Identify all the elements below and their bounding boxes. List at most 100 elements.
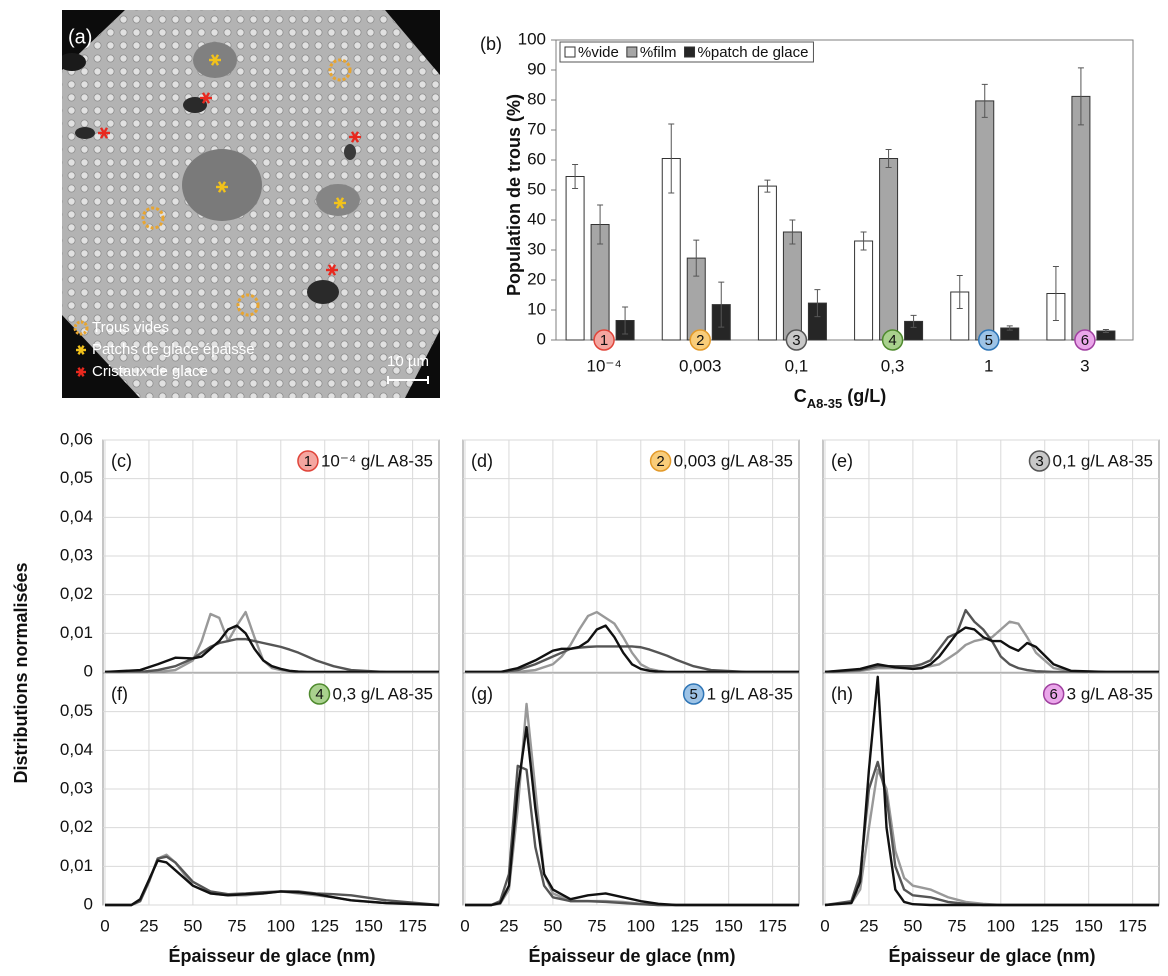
y-tick-label: 60	[527, 149, 546, 168]
x-axis-label: Épaisseur de glace (nm)	[168, 945, 375, 966]
panel-title: 0,1 g/L A8-35	[1052, 451, 1153, 470]
y-tick-label: 100	[518, 29, 546, 48]
y-tick-label: 0	[537, 329, 546, 348]
error-bar	[814, 289, 821, 318]
asterisk-icon	[327, 264, 337, 276]
panel-title: 10⁻⁴ g/L A8-35	[321, 451, 433, 470]
legend-label: Patchs de glace épaisse	[92, 341, 255, 358]
y-tick-label: 0,06	[60, 429, 93, 448]
y-tick-label: 0,04	[60, 507, 93, 526]
legend-label: Trous vides	[92, 319, 169, 336]
bar-chart: (b) Population de trous (%) CA8-35 (g/L) …	[480, 29, 1134, 411]
y-tick-label: 10	[527, 299, 546, 318]
x-label-base: C	[794, 386, 807, 406]
x-tick-label: 0,1	[785, 356, 809, 375]
distribution-line	[465, 725, 799, 907]
x-tick-label: 125	[311, 916, 339, 935]
x-tick-label: 0	[460, 916, 469, 935]
error-bar	[860, 231, 867, 251]
badge-label: 3	[1035, 453, 1043, 470]
line-panel: 0 25 50 75 100 125 150 175 (h) 3 g/L A8-35 6 Épaiss…	[820, 672, 1160, 966]
y-tick-label: 0,03	[60, 778, 93, 797]
error-bar	[981, 83, 988, 118]
x-tick-label: 175	[758, 916, 786, 935]
badge-label: 6	[1050, 686, 1058, 703]
x-tick-label: 125	[671, 916, 699, 935]
legend-swatch	[564, 46, 576, 58]
panel-label: (b)	[480, 34, 502, 54]
panel-label: (h)	[831, 684, 853, 704]
badge-label: 2	[656, 453, 664, 470]
y-tick-label: 90	[527, 59, 546, 78]
x-tick-label: 10⁻⁴	[586, 356, 621, 375]
error-bar	[789, 219, 796, 245]
empty-hole-marker	[328, 58, 352, 82]
bar	[854, 240, 874, 341]
panel-badge	[649, 450, 672, 472]
y-tick-label: 0	[84, 661, 93, 680]
y-tick-label: 50	[527, 179, 546, 198]
line-panel: 0 0,01 0,02 0,03 0,04 0,05 0,06 (c) 10⁻⁴ g/L A8-…	[11, 429, 440, 784]
error-bar	[1006, 325, 1013, 331]
x-label-unit: (g/L)	[847, 386, 886, 406]
x-tick-label: 75	[947, 916, 966, 935]
empty-hole-marker	[236, 293, 260, 317]
x-tick-label: 0	[820, 916, 829, 935]
panel-badge	[1028, 450, 1051, 472]
badge-label: 5	[690, 686, 698, 703]
y-tick-label: 0,02	[60, 584, 93, 603]
badge-label: 3	[792, 332, 800, 349]
panel-badge	[297, 450, 319, 472]
asterisk-icon	[99, 127, 109, 139]
scale-label: 10 µm	[387, 353, 429, 370]
category-badge	[978, 329, 1000, 351]
panel-label: (a)	[68, 26, 92, 48]
asterisk-icon	[77, 345, 85, 355]
panel-badge	[308, 683, 331, 705]
x-tick-label: 1	[984, 356, 993, 375]
x-axis-label: Épaisseur de glace (nm)	[528, 945, 735, 966]
x-tick-label: 150	[714, 916, 742, 935]
panel-label: (f)	[111, 684, 128, 704]
panel-label: (e)	[831, 451, 853, 471]
error-bar	[718, 281, 725, 328]
y-tick-label: 70	[527, 119, 546, 138]
legend-label: %film	[640, 44, 677, 61]
legend-label: %patch de glace	[698, 44, 809, 61]
error-bar	[597, 204, 604, 245]
ice-crystal	[183, 97, 207, 113]
badge-label: 4	[315, 686, 323, 703]
x-tick-label: 75	[587, 916, 606, 935]
panel-title: 3 g/L A8-35	[1067, 684, 1153, 703]
ice-crystal	[344, 144, 356, 160]
bar	[565, 176, 585, 341]
distribution-line	[824, 608, 1159, 674]
bar	[879, 158, 899, 341]
x-axis-label: Épaisseur de glace (nm)	[888, 945, 1095, 966]
error-bar	[764, 179, 771, 193]
error-bar	[910, 314, 917, 328]
y-tick-label: 30	[527, 239, 546, 258]
x-tick-label: 3	[1080, 356, 1089, 375]
error-bar	[1077, 67, 1084, 126]
y-tick-label: 0,02	[60, 817, 93, 836]
y-tick-label: 20	[527, 269, 546, 288]
y-tick-label: 0,04	[60, 740, 93, 759]
y-tick-label: 0,01	[60, 856, 93, 875]
x-label-sub: A8-35	[807, 396, 842, 411]
y-tick-label: 0,05	[60, 468, 93, 487]
x-axis-label: CA8-35 (g/L)	[794, 386, 886, 411]
panel-title: 0,3 g/L A8-35	[332, 684, 433, 703]
category-badge	[785, 329, 808, 351]
x-tick-label: 50	[183, 916, 202, 935]
bar	[1071, 95, 1091, 341]
distribution-line	[105, 637, 439, 674]
asterisk-icon	[335, 197, 345, 209]
line-panel: (e) 0,1 g/L A8-35 3	[822, 439, 1160, 674]
panel-label: (g)	[471, 684, 493, 704]
legend-icon	[73, 320, 89, 336]
badge-label: 6	[1081, 332, 1089, 349]
error-bar	[668, 123, 675, 194]
asterisk-icon	[201, 92, 211, 104]
x-tick-label: 50	[903, 916, 922, 935]
